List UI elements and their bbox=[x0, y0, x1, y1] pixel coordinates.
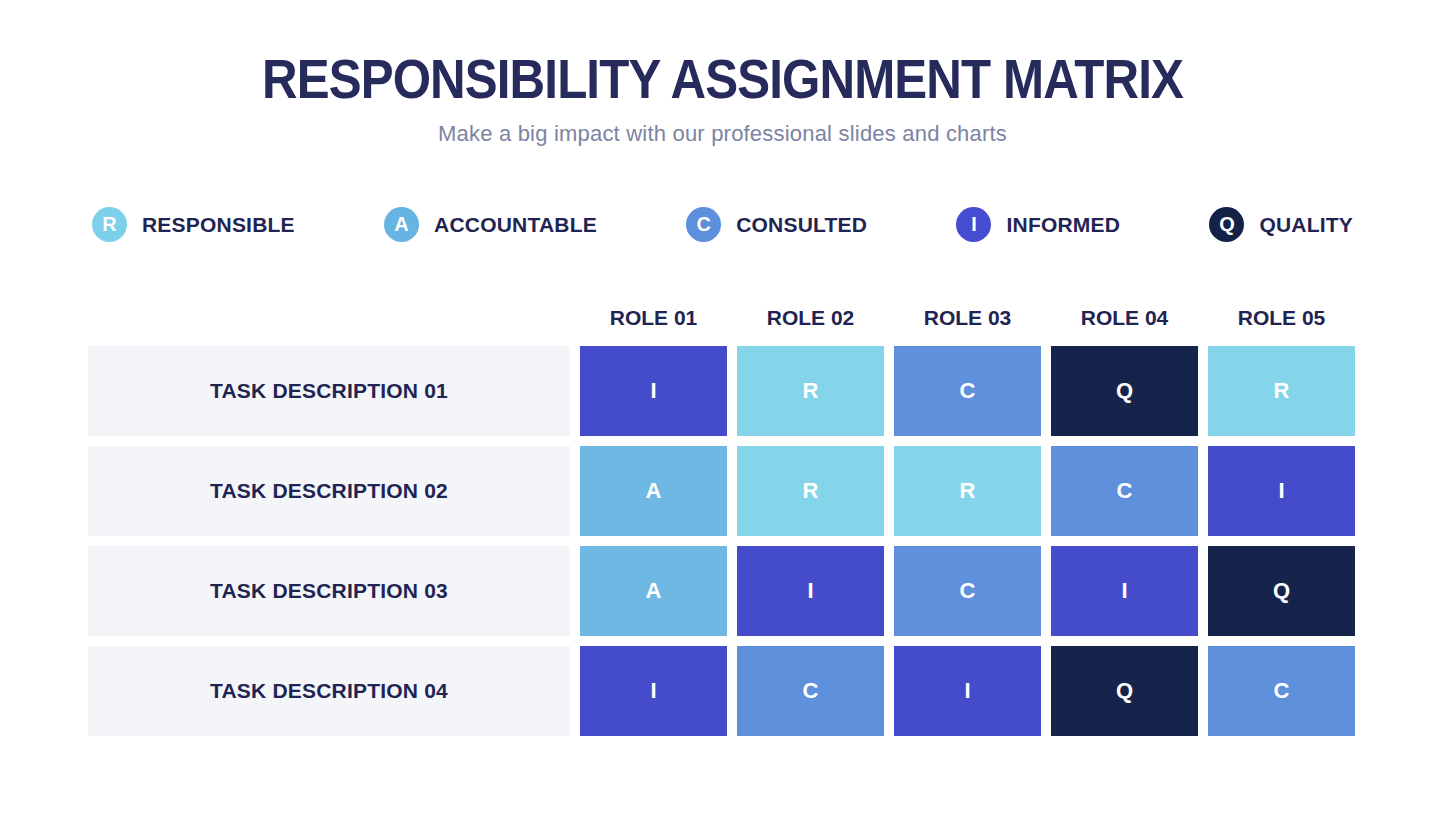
matrix-cell-r3-c4-i: I bbox=[1051, 546, 1198, 636]
matrix-cell-r1-c5-r: R bbox=[1208, 346, 1355, 436]
matrix-cell-r2-c5-i: I bbox=[1208, 446, 1355, 536]
matrix-cell-r3-c5-q: Q bbox=[1208, 546, 1355, 636]
matrix-cell-r4-c3-i: I bbox=[894, 646, 1041, 736]
legend-a-badge-icon: A bbox=[384, 207, 419, 242]
matrix-header-row: ROLE 01 ROLE 02 ROLE 03 ROLE 04 ROLE 05 bbox=[88, 306, 1445, 330]
matrix-cell-r2-c3-r: R bbox=[894, 446, 1041, 536]
matrix-cell-r1-c2-r: R bbox=[737, 346, 884, 436]
task-label-row-2: TASK DESCRIPTION 02 bbox=[88, 446, 570, 536]
column-header-role-05: ROLE 05 bbox=[1208, 306, 1355, 330]
legend-item-label: QUALITY bbox=[1259, 213, 1353, 237]
legend-item-consulted: C CONSULTED bbox=[686, 207, 867, 242]
matrix-cell-r4-c2-c: C bbox=[737, 646, 884, 736]
column-header-role-04: ROLE 04 bbox=[1051, 306, 1198, 330]
matrix-cell-r3-c3-c: C bbox=[894, 546, 1041, 636]
legend-c-badge-icon: C bbox=[686, 207, 721, 242]
matrix-cell-r4-c1-i: I bbox=[580, 646, 727, 736]
legend-item-label: INFORMED bbox=[1006, 213, 1120, 237]
column-header-role-02: ROLE 02 bbox=[737, 306, 884, 330]
page-title: RESPONSIBILITY ASSIGNMENT MATRIX bbox=[87, 46, 1359, 111]
slide: RESPONSIBILITY ASSIGNMENT MATRIX Make a … bbox=[0, 46, 1445, 813]
matrix-cell-r1-c1-i: I bbox=[580, 346, 727, 436]
column-header-role-01: ROLE 01 bbox=[580, 306, 727, 330]
legend-item-responsible: R RESPONSIBLE bbox=[92, 207, 295, 242]
legend-item-label: ACCOUNTABLE bbox=[434, 213, 597, 237]
matrix-cell-r2-c4-c: C bbox=[1051, 446, 1198, 536]
matrix-cell-r4-c5-c: C bbox=[1208, 646, 1355, 736]
task-label-row-3: TASK DESCRIPTION 03 bbox=[88, 546, 570, 636]
legend-item-label: CONSULTED bbox=[736, 213, 867, 237]
legend-item-quality: Q QUALITY bbox=[1209, 207, 1353, 242]
task-label-row-1: TASK DESCRIPTION 01 bbox=[88, 346, 570, 436]
task-label-row-4: TASK DESCRIPTION 04 bbox=[88, 646, 570, 736]
matrix-cell-r2-c2-r: R bbox=[737, 446, 884, 536]
legend-q-badge-icon: Q bbox=[1209, 207, 1244, 242]
legend-r-badge-icon: R bbox=[92, 207, 127, 242]
page-subtitle: Make a big impact with our professional … bbox=[0, 121, 1445, 147]
legend-item-accountable: A ACCOUNTABLE bbox=[384, 207, 597, 242]
matrix-cell-r4-c4-q: Q bbox=[1051, 646, 1198, 736]
legend-item-informed: I INFORMED bbox=[956, 207, 1120, 242]
responsibility-matrix: ROLE 01 ROLE 02 ROLE 03 ROLE 04 ROLE 05 TASK… bbox=[88, 306, 1445, 736]
matrix-grid: TASK DESCRIPTION 01IRCQRTASK DESCRIPTION… bbox=[88, 346, 1445, 736]
matrix-cell-r3-c2-i: I bbox=[737, 546, 884, 636]
matrix-header-spacer bbox=[88, 306, 570, 330]
legend-i-badge-icon: I bbox=[956, 207, 991, 242]
matrix-cell-r3-c1-a: A bbox=[580, 546, 727, 636]
legend: R RESPONSIBLE A ACCOUNTABLE C CONSULTED I INFOR… bbox=[92, 207, 1353, 242]
matrix-cell-r2-c1-a: A bbox=[580, 446, 727, 536]
column-header-role-03: ROLE 03 bbox=[894, 306, 1041, 330]
legend-item-label: RESPONSIBLE bbox=[142, 213, 295, 237]
matrix-cell-r1-c4-q: Q bbox=[1051, 346, 1198, 436]
matrix-cell-r1-c3-c: C bbox=[894, 346, 1041, 436]
